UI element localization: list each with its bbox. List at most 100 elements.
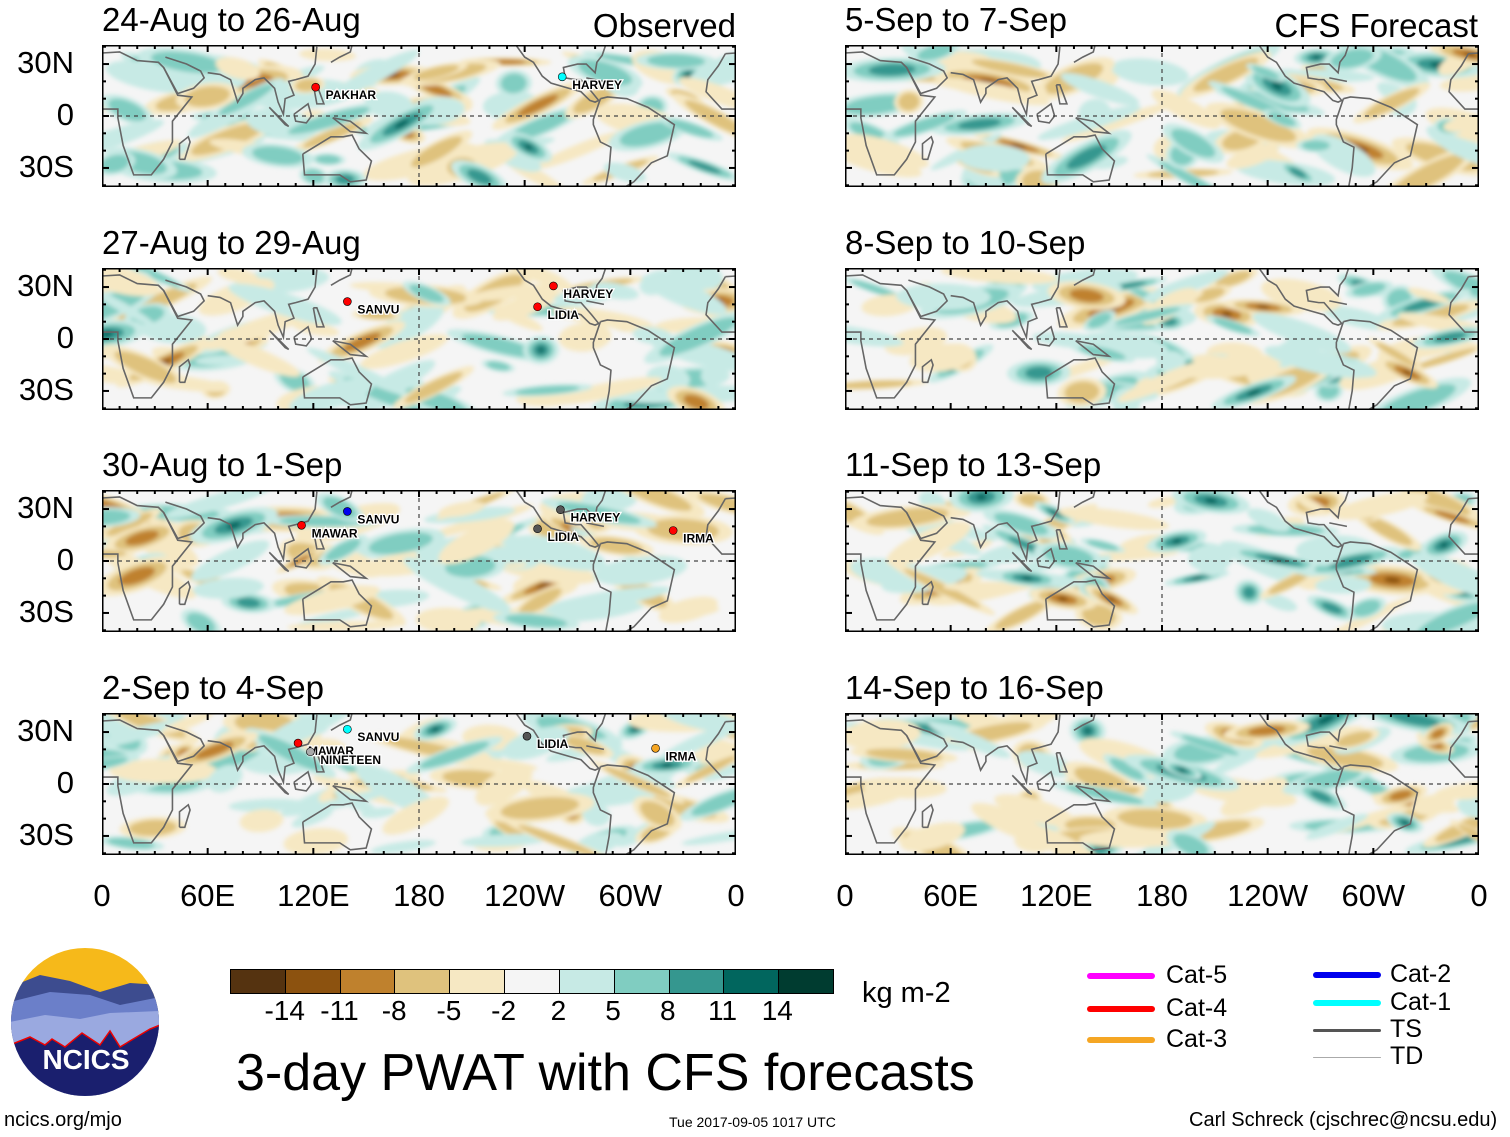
coastline-arabia [905,56,949,95]
pwat-dry-anomaly [1332,491,1429,520]
pwat-dry-anomaly [1413,348,1477,370]
website-link[interactable]: ncics.org/mjo [4,1109,122,1131]
storm-label: HARVEY [563,287,613,301]
coastline-madagascar [921,358,934,384]
pwat-moist-anomaly [151,51,224,74]
coastline-japan [1073,45,1096,64]
coastline-africa [845,51,937,176]
pwat-moist-anomaly [1305,813,1369,840]
storm-label: IRMA [666,749,697,763]
colorbar-tick-label: -14 [264,995,305,1026]
pwat-moist-anomaly [850,280,900,298]
coastline-africa [705,52,736,110]
storm-marker-icon [557,72,567,82]
pwat-moist-anomaly [419,741,490,769]
pwat-moist-anomaly [1301,140,1331,151]
pwat-moist-anomaly [1111,58,1189,86]
pwat-moist-anomaly [1352,282,1386,296]
pwat-moist-anomaly [1021,575,1033,581]
coastline-borneo [293,770,313,792]
latitude-label: 30N [17,268,74,304]
pwat-dry-anomaly [1256,304,1270,309]
pwat-moist-anomaly [1043,545,1094,568]
coastline-arabia [162,501,206,540]
colorbar-units: kg m-2 [862,977,951,1009]
legend-label: TD [1390,1042,1424,1070]
legend-line-cat-5 [1087,973,1155,979]
pwat-moist-anomaly [1440,542,1448,548]
pwat-moist-anomaly [928,721,1011,758]
pwat-moist-anomaly [331,49,419,99]
pwat-dry-anomaly [102,268,161,297]
storm-marker-icon [556,505,565,515]
pwat-moist-anomaly [1270,557,1288,563]
map-panel-forecast [845,268,1479,410]
pwat-dry-anomaly [684,100,736,136]
coastline-newguinea [1075,116,1112,135]
pwat-moist-anomaly [228,283,342,326]
coastline-cuba [1329,745,1348,751]
pwat-dry-anomaly [360,334,448,369]
pwat-dry-anomaly [1220,777,1288,817]
pwat-moist-anomaly [165,490,273,519]
latitude-label: 0 [56,97,74,132]
pwat-moist-anomaly [368,532,433,555]
storm-marker-icon [311,82,320,92]
panel-title: 27-Aug to 29-Aug [102,224,361,261]
storm-label: IRMA [683,531,714,545]
coastline-sumatra [268,551,290,573]
latitude-label: 30N [17,490,74,526]
pwat-moist-anomaly [647,54,706,68]
pwat-dry-anomaly [552,306,654,330]
pwat-dry-anomaly [1411,794,1455,816]
pwat-moist-anomaly [502,726,570,760]
map-panel-forecast [845,490,1479,632]
legend-label: Cat-5 [1166,961,1228,989]
storm-label: MAWAR [308,744,354,758]
pwat-dry-anomaly [438,519,515,564]
longitude-label: 0 [93,878,111,913]
coastline-philippines [1055,529,1069,550]
colorbar-tick-label: -8 [381,995,407,1026]
storm-marker-icon [549,281,558,291]
pwat-moist-anomaly [461,833,551,847]
pwat-moist-anomaly [1410,553,1479,601]
pwat-dry-anomaly [287,621,400,631]
pwat-moist-anomaly [688,45,736,88]
panel-title: 24-Aug to 26-Aug [102,1,361,38]
pwat-dry-anomaly [1364,88,1420,118]
map-panel-forecast [845,45,1479,187]
coastline-sumatra [1011,329,1033,351]
coastline-namerica [1258,45,1350,104]
colorbar-tick-label: -5 [436,995,462,1026]
pwat-moist-anomaly [1142,269,1229,302]
pwat-dry-anomaly [114,350,177,384]
figure-title: 3-day PWAT with CFS forecasts [236,1044,975,1102]
pwat-moist-anomaly [228,798,307,812]
colorbar-tick-label: 11 [707,995,738,1026]
pwat-dry-anomaly [213,338,301,377]
coastline-cuba [586,522,605,528]
pwat-dry-anomaly [518,824,598,855]
longitude-label: 60E [923,878,979,913]
coastline-africa [102,719,194,844]
pwat-moist-anomaly [1114,281,1147,290]
pwat-moist-anomaly [1457,794,1479,819]
pwat-moist-anomaly [403,557,511,613]
pwat-dry-anomaly [573,86,615,114]
storm-label: LIDIA [548,530,580,544]
pwat-dry-anomaly [404,372,463,403]
coastline-africa [102,274,194,399]
pwat-dry-anomaly [994,794,1077,827]
colorbar-swatch [395,970,451,993]
pwat-dry-anomaly [639,801,675,827]
pwat-dry-anomaly [1268,570,1311,595]
pwat-moist-anomaly [1171,128,1216,158]
pwat-dry-anomaly [884,327,948,356]
pwat-dry-anomaly [898,92,920,111]
storm-label: SANVU [357,730,399,744]
pwat-dry-anomaly [903,568,981,608]
pwat-moist-anomaly [1264,345,1369,379]
pwat-dry-anomaly [1069,288,1104,303]
pwat-dry-anomaly [1215,271,1252,287]
